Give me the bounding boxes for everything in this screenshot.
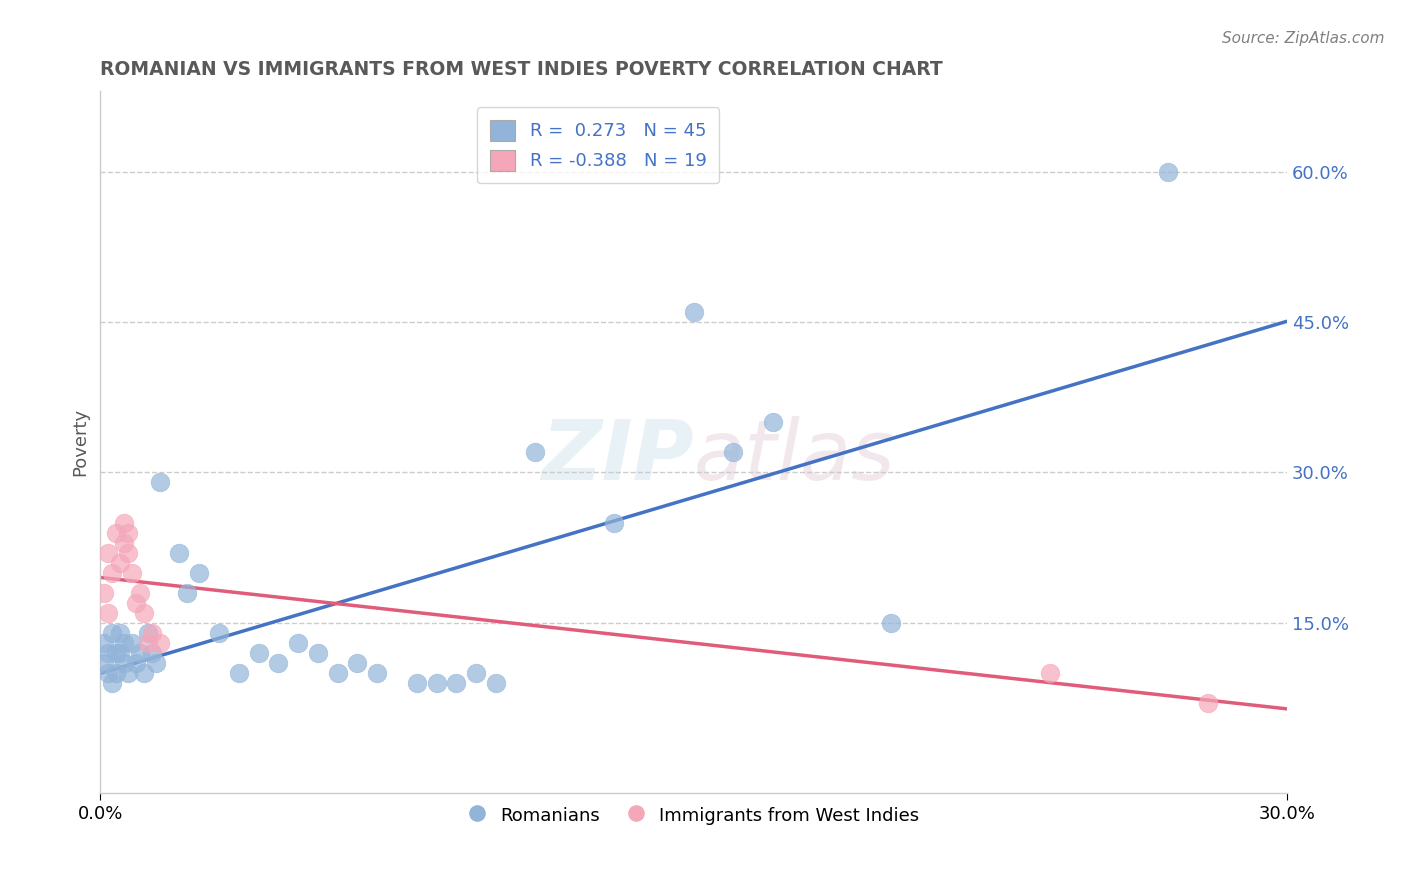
Point bbox=[603, 516, 626, 530]
Point bbox=[101, 676, 124, 690]
Point bbox=[108, 556, 131, 570]
Point bbox=[169, 546, 191, 560]
Point bbox=[93, 636, 115, 650]
Point bbox=[247, 646, 270, 660]
Point bbox=[149, 475, 172, 490]
Point bbox=[1197, 696, 1219, 710]
Y-axis label: Poverty: Poverty bbox=[72, 409, 89, 476]
Point bbox=[136, 625, 159, 640]
Point bbox=[93, 656, 115, 670]
Point bbox=[176, 586, 198, 600]
Point bbox=[465, 665, 488, 680]
Text: ROMANIAN VS IMMIGRANTS FROM WEST INDIES POVERTY CORRELATION CHART: ROMANIAN VS IMMIGRANTS FROM WEST INDIES … bbox=[100, 60, 943, 78]
Point bbox=[108, 646, 131, 660]
Point bbox=[141, 646, 163, 660]
Point bbox=[129, 586, 152, 600]
Point bbox=[112, 636, 135, 650]
Point bbox=[112, 656, 135, 670]
Point bbox=[117, 546, 139, 560]
Point bbox=[149, 636, 172, 650]
Point bbox=[117, 525, 139, 540]
Point bbox=[141, 625, 163, 640]
Legend: Romanians, Immigrants from West Indies: Romanians, Immigrants from West Indies bbox=[460, 797, 927, 833]
Point bbox=[307, 646, 329, 660]
Point bbox=[101, 625, 124, 640]
Point bbox=[121, 566, 143, 580]
Point bbox=[485, 676, 508, 690]
Point bbox=[346, 656, 368, 670]
Point bbox=[132, 606, 155, 620]
Point bbox=[267, 656, 290, 670]
Point bbox=[1157, 164, 1180, 178]
Point bbox=[136, 636, 159, 650]
Point bbox=[682, 305, 704, 319]
Point bbox=[446, 676, 468, 690]
Point bbox=[125, 596, 148, 610]
Point bbox=[93, 586, 115, 600]
Point bbox=[762, 415, 785, 429]
Point bbox=[326, 665, 349, 680]
Point bbox=[121, 636, 143, 650]
Text: Source: ZipAtlas.com: Source: ZipAtlas.com bbox=[1222, 31, 1385, 46]
Point bbox=[208, 625, 231, 640]
Point bbox=[105, 665, 128, 680]
Text: atlas: atlas bbox=[693, 416, 896, 497]
Point bbox=[129, 646, 152, 660]
Point bbox=[721, 445, 744, 459]
Text: ZIP: ZIP bbox=[541, 416, 693, 497]
Point bbox=[97, 546, 120, 560]
Point bbox=[145, 656, 167, 670]
Point bbox=[117, 665, 139, 680]
Point bbox=[405, 676, 427, 690]
Point bbox=[112, 535, 135, 549]
Point bbox=[108, 625, 131, 640]
Point bbox=[366, 665, 388, 680]
Point bbox=[97, 665, 120, 680]
Point bbox=[287, 636, 309, 650]
Point bbox=[880, 615, 903, 630]
Point bbox=[125, 656, 148, 670]
Point bbox=[105, 525, 128, 540]
Point bbox=[425, 676, 447, 690]
Point bbox=[97, 606, 120, 620]
Point bbox=[1038, 665, 1060, 680]
Point bbox=[132, 665, 155, 680]
Point bbox=[188, 566, 211, 580]
Point bbox=[228, 665, 250, 680]
Point bbox=[97, 646, 120, 660]
Point bbox=[112, 516, 135, 530]
Point bbox=[524, 445, 547, 459]
Point bbox=[101, 566, 124, 580]
Point bbox=[105, 646, 128, 660]
